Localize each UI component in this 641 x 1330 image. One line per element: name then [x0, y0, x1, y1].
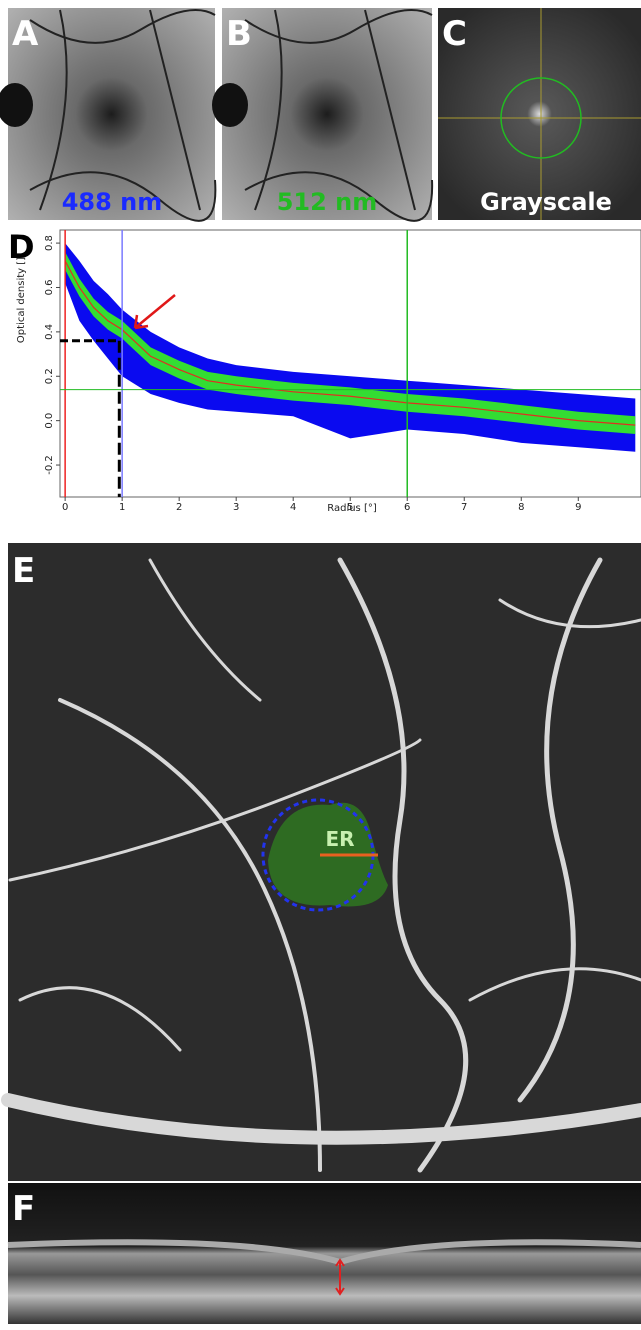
caption: 488 nm: [62, 188, 163, 216]
annotation: ER: [325, 827, 354, 851]
x-axis-label: Radius [°]: [327, 503, 377, 514]
panel-letter: A: [12, 14, 39, 54]
x-tick-label: 4: [290, 502, 296, 513]
y-tick-label: 0.8: [44, 235, 55, 251]
panel-letter: C: [442, 14, 467, 54]
panel-letter: F: [12, 1189, 35, 1229]
x-tick-label: 8: [518, 502, 524, 513]
image-f: [8, 1183, 641, 1324]
y-axis-label: Optical density []: [16, 257, 27, 343]
x-tick-label: 1: [119, 502, 125, 513]
y-tick-label: 0.4: [44, 324, 55, 340]
x-tick-label: 6: [404, 502, 410, 513]
optic-disc: [212, 83, 248, 127]
y-tick-label: 0.0: [44, 413, 55, 429]
caption: 512 nm: [277, 188, 378, 216]
panel-letter: E: [12, 551, 35, 591]
figure: A B C 488 nm 512 nm Grayscale 0123456789…: [0, 0, 641, 1330]
y-tick-label: -0.2: [44, 455, 55, 475]
x-tick-label: 9: [575, 502, 581, 513]
caption: Grayscale: [480, 188, 612, 216]
x-tick-label: 3: [233, 502, 239, 513]
y-tick-label: 0.2: [44, 368, 55, 384]
x-tick-label: 7: [461, 502, 467, 513]
y-tick-label: 0.6: [44, 280, 55, 296]
page: A B C 488 nm 512 nm Grayscale 0123456789…: [0, 0, 641, 1330]
x-tick-label: 0: [62, 502, 68, 513]
panel-letter: B: [226, 14, 252, 54]
x-tick-label: 2: [176, 502, 182, 513]
